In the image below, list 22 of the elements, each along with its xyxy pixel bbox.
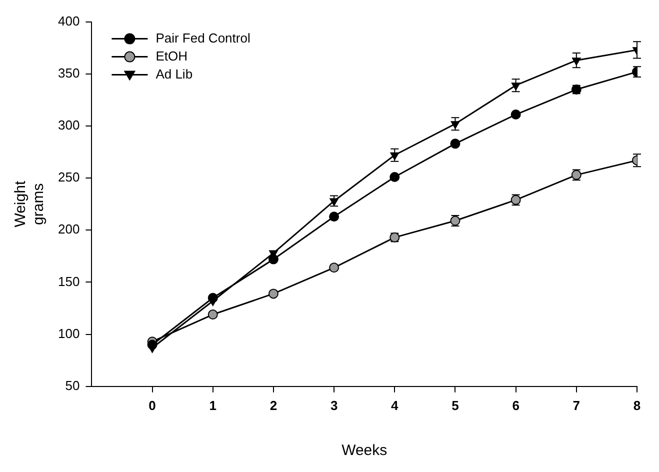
x-tick-label: 1 (209, 398, 216, 413)
y-tick-label: 100 (58, 326, 80, 341)
y-tick-label: 50 (65, 378, 80, 393)
x-tick-label: 6 (512, 398, 520, 413)
x-tick-label: 2 (270, 398, 278, 413)
y-tick-label: 400 (58, 13, 80, 28)
x-tick-label: 3 (330, 398, 338, 413)
x-tick-label: 8 (633, 398, 641, 413)
legend-label: Ad Lib (156, 66, 193, 82)
y-tick-label: 300 (58, 118, 80, 133)
y-tick-label: 250 (58, 170, 80, 185)
x-tick-label: 4 (391, 398, 400, 413)
y-axis-title: Weight grams (12, 180, 48, 228)
y-tick-label: 350 (58, 65, 80, 80)
x-tick-label: 0 (148, 398, 156, 413)
x-tick-label: 5 (452, 398, 459, 413)
legend-label: EtOH (156, 48, 188, 64)
y-tick-label: 200 (58, 222, 80, 237)
x-tick-label: 7 (572, 398, 580, 413)
legend-label: Pair Fed Control (156, 30, 250, 46)
y-tick-label: 150 (58, 274, 80, 289)
x-axis-title: Weeks (342, 442, 388, 460)
